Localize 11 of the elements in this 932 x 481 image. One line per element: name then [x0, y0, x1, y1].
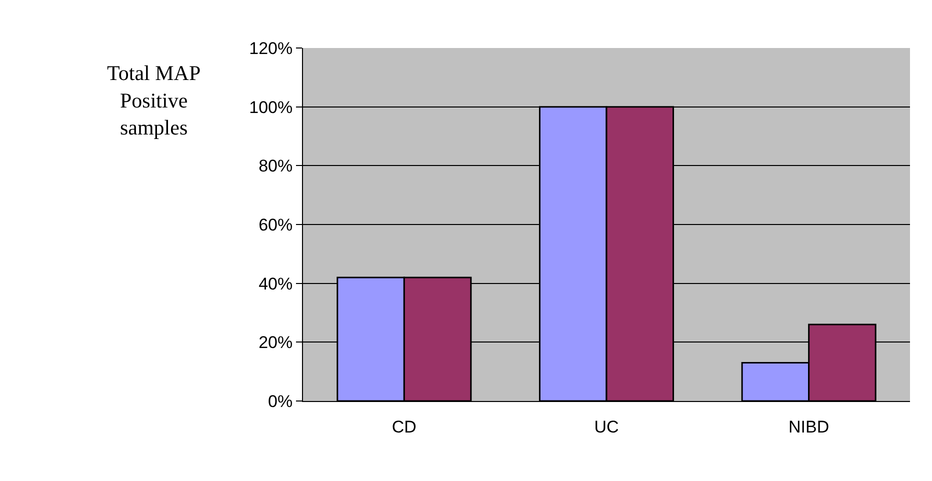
y-tick-label: 80% [258, 156, 293, 176]
y-tick-label: 100% [249, 98, 293, 117]
y-tick-label: 60% [258, 215, 293, 234]
y-tick-label: 40% [258, 274, 293, 294]
y-axis-title: Total MAP Positive samples [107, 61, 201, 140]
y-tick-label: 120% [249, 38, 293, 58]
y-tick-label: 0% [268, 392, 293, 411]
x-tick-label: CD [392, 417, 416, 436]
x-tick-label: UC [594, 417, 619, 436]
y-tick-label: 20% [258, 333, 293, 352]
x-tick-label: NIBD [788, 417, 830, 436]
